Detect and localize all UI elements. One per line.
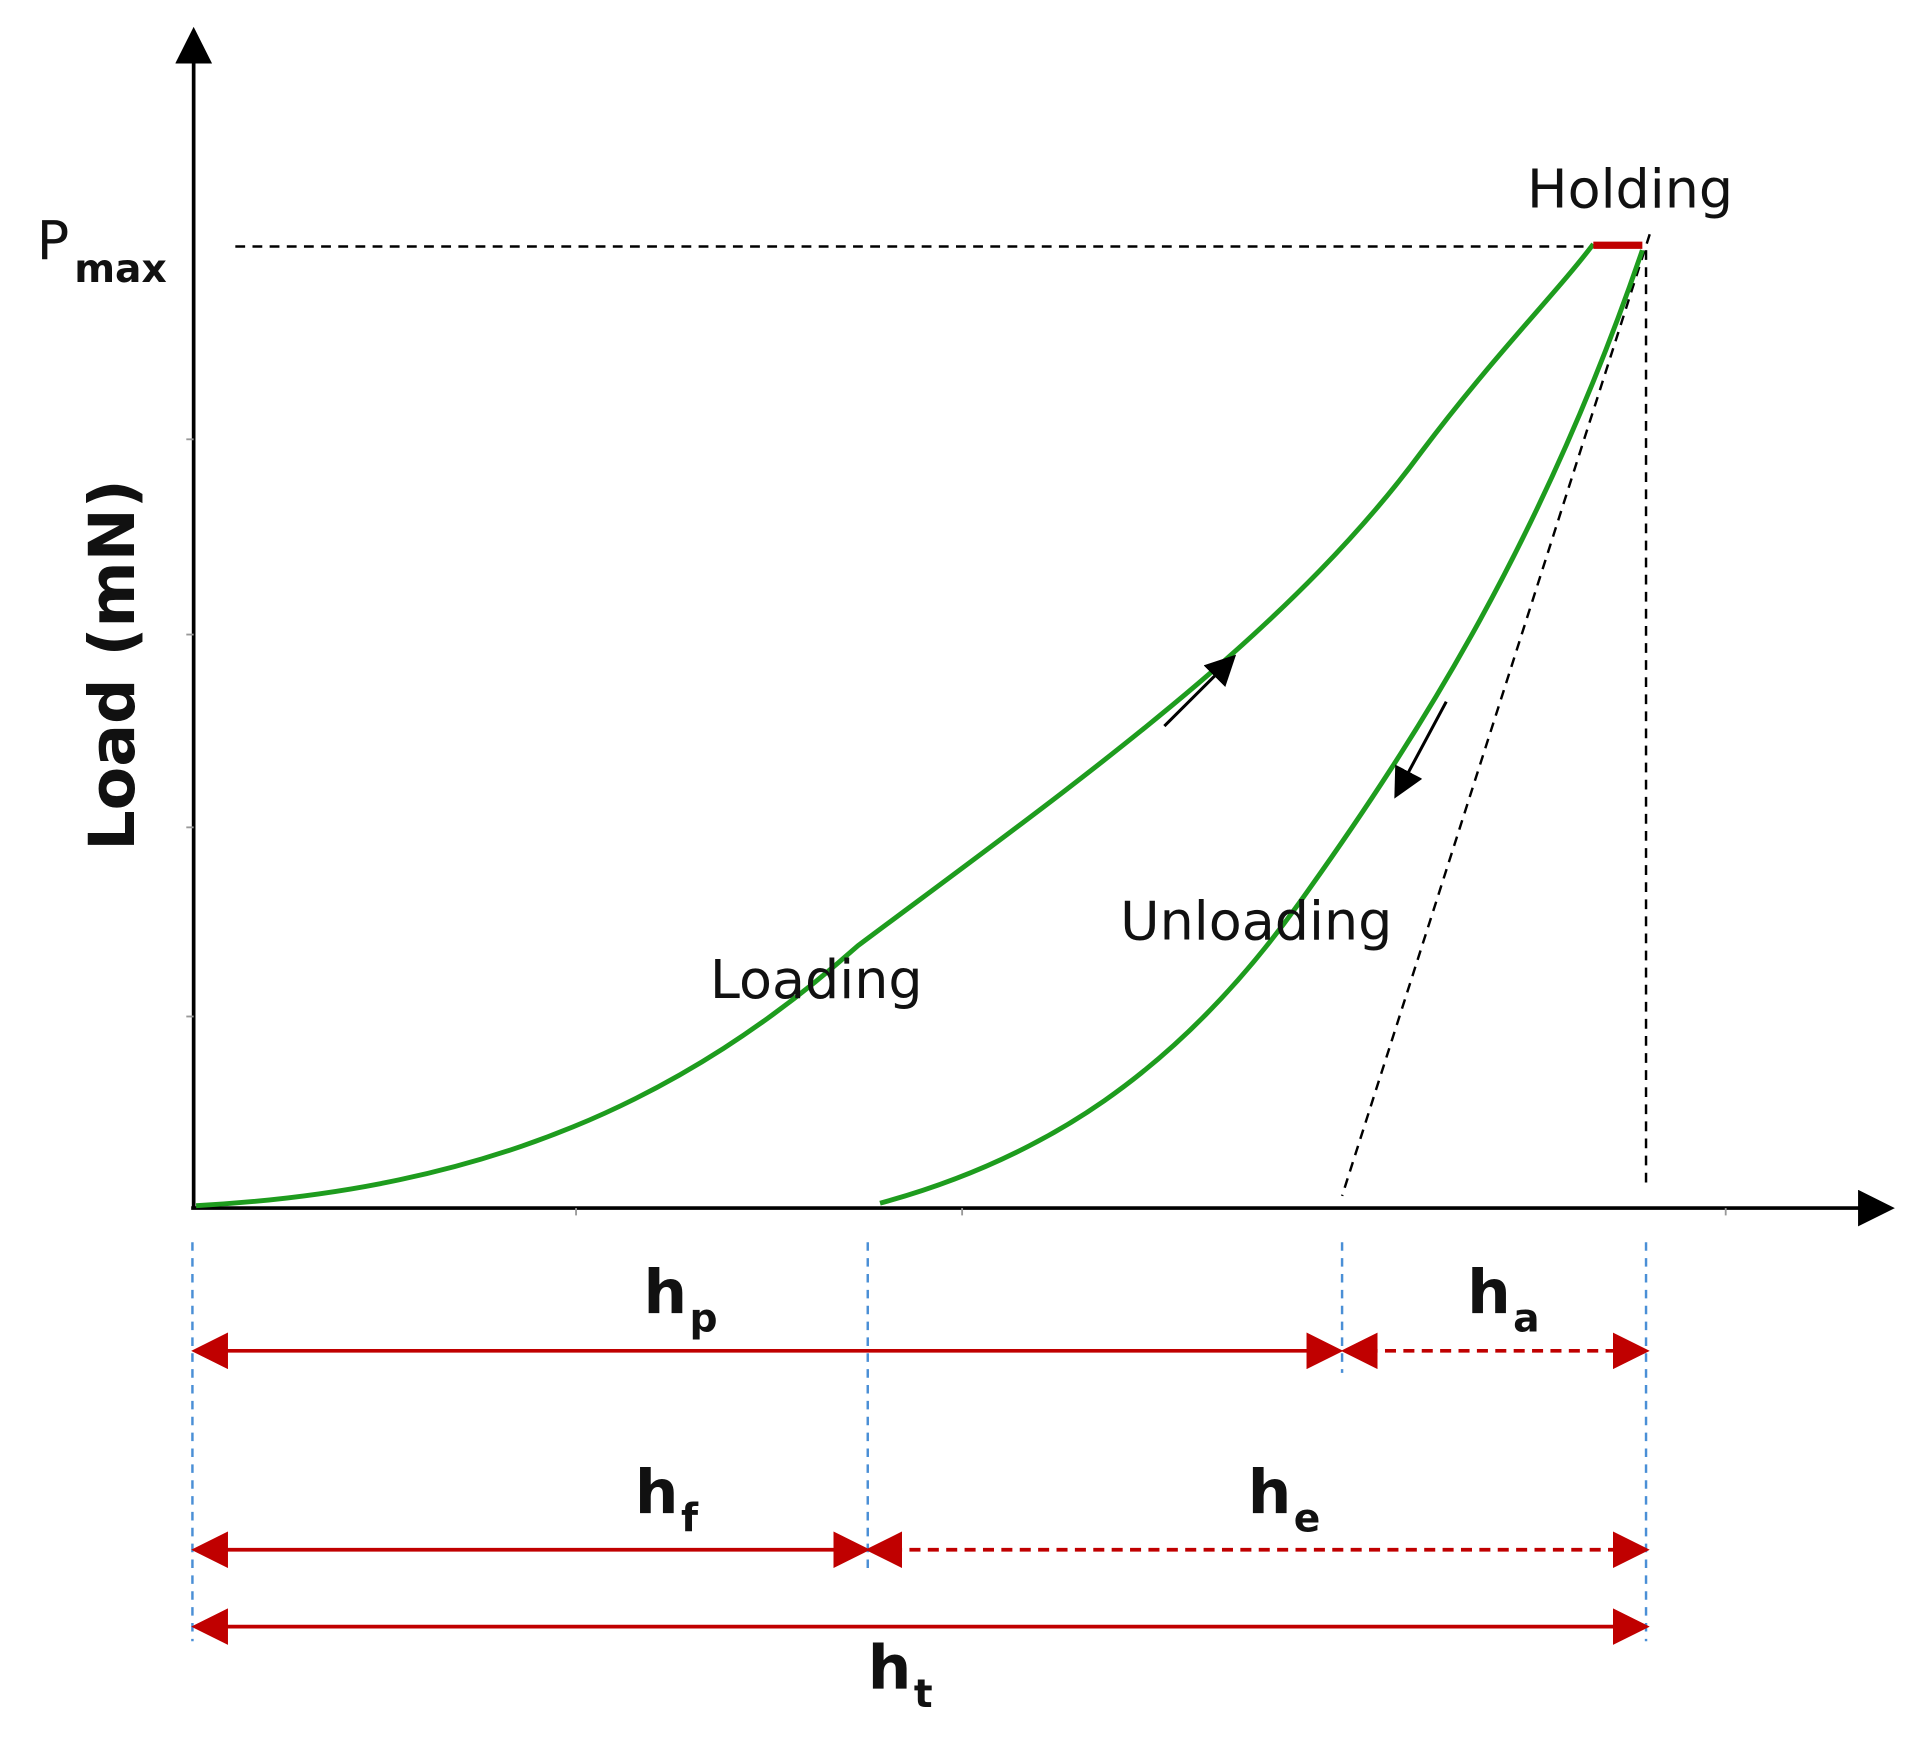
ha-base: h bbox=[1467, 1257, 1511, 1328]
hf-label: hf bbox=[635, 1457, 699, 1541]
loading-curve bbox=[195, 242, 1596, 1209]
holding-label: Holding bbox=[1527, 158, 1733, 221]
hf-sub: f bbox=[681, 1496, 699, 1541]
ha-label: ha bbox=[1467, 1257, 1540, 1341]
axis-ticks bbox=[186, 438, 1727, 1216]
ht-sub: t bbox=[914, 1672, 933, 1717]
depth-guides bbox=[191, 1242, 1648, 1642]
hf-base: h bbox=[635, 1457, 679, 1528]
depth-arrows bbox=[191, 1332, 1650, 1645]
y-axis-label: Load (mN) bbox=[75, 479, 149, 850]
pmax-sub: max bbox=[74, 246, 167, 291]
unloading-arrow bbox=[1394, 700, 1448, 799]
pmax-base: P bbox=[37, 209, 70, 272]
ht-label: ht bbox=[868, 1632, 933, 1716]
axes bbox=[175, 26, 1895, 1227]
hp-label: hp bbox=[643, 1257, 717, 1341]
hp-base: h bbox=[643, 1257, 687, 1328]
he-base: h bbox=[1248, 1457, 1292, 1528]
loading-label: Loading bbox=[710, 948, 923, 1011]
unloading-label: Unloading bbox=[1120, 890, 1392, 953]
ha-sub: a bbox=[1513, 1296, 1539, 1341]
he-label: he bbox=[1248, 1457, 1321, 1541]
hp-sub: p bbox=[690, 1296, 718, 1341]
ht-base: h bbox=[868, 1632, 912, 1703]
unloading-curve bbox=[879, 249, 1645, 1206]
he-sub: e bbox=[1294, 1496, 1321, 1541]
reference-lines bbox=[235, 233, 1651, 1197]
loading-arrow bbox=[1163, 654, 1237, 728]
